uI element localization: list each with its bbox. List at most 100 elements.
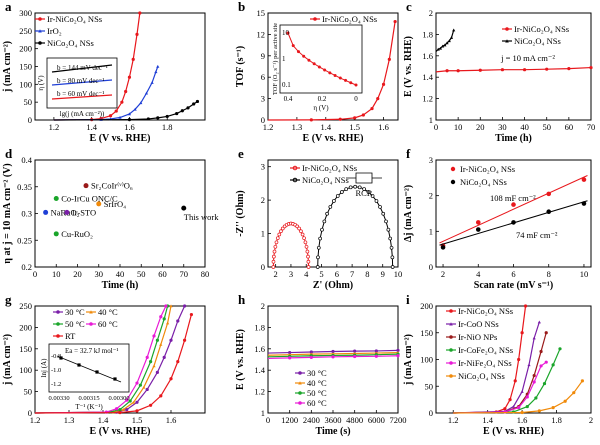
- x-tick-label: 50: [137, 269, 146, 279]
- x-tick-label: 1.5: [349, 122, 360, 132]
- legend-label: Ir-CoFe₂O₄ NSs: [458, 345, 513, 355]
- y-axis-label: -Z'' (Ohm): [235, 190, 246, 236]
- data-point: [511, 220, 516, 225]
- y-axis-label: j (mA cm⁻²): [2, 41, 13, 93]
- data-point: [441, 44, 445, 48]
- data-point: [156, 116, 160, 120]
- data-point: [396, 354, 400, 358]
- data-point: [475, 227, 481, 232]
- data-point: [508, 398, 512, 402]
- y-tick-label: 150: [19, 344, 32, 354]
- legend-label: 50 °C: [307, 388, 327, 398]
- x-tick-label: 1.2: [263, 122, 274, 132]
- legend-label: Ir-NiO NPs: [458, 332, 497, 342]
- data-point: [517, 357, 521, 362]
- data-point: [53, 196, 59, 202]
- legend-marker: [292, 165, 298, 171]
- x-tick-label: 3600: [325, 415, 342, 425]
- y-tick-label: 0: [429, 408, 433, 418]
- y-tick-label: 1: [429, 115, 433, 125]
- y-axis-label: j (mA cm⁻²): [2, 334, 13, 386]
- data-point: [149, 360, 153, 364]
- panel-letter: f: [406, 146, 411, 161]
- inset-x-tick: 0.00300: [108, 395, 129, 402]
- legend-marker: [505, 27, 509, 31]
- data-point: [135, 400, 139, 404]
- x-tick-label: 8: [365, 269, 369, 279]
- inset-x-tick: 0.2: [318, 95, 327, 103]
- y-tick-label: 1.8: [422, 29, 433, 39]
- tafel-line: [51, 79, 113, 86]
- data-point: [133, 107, 137, 111]
- data-point: [149, 403, 153, 407]
- x-tick-label: 1.8: [551, 415, 562, 425]
- data-point: [309, 118, 313, 122]
- series-line: [34, 305, 186, 414]
- data-point: [353, 116, 357, 120]
- data-point: [96, 201, 102, 207]
- x-tick-label: 30: [95, 269, 104, 279]
- data-point: [328, 205, 333, 209]
- data-point: [83, 183, 89, 189]
- data-point: [164, 304, 168, 308]
- data-point: [349, 81, 353, 85]
- legend-label: Ir-NiCo₂O₄ NSs: [322, 14, 377, 24]
- legend-marker: [298, 371, 302, 375]
- data-point: [142, 385, 146, 389]
- data-point: [300, 232, 305, 237]
- y-tick-label: 1.2: [254, 387, 265, 397]
- panel-g: g 1.2 1.3 1.4 1.5 1.6 0 50 100 150 200 250 E (V vs. …: [2, 292, 206, 437]
- x-tick-label: 1.2: [30, 415, 41, 425]
- y-tick-label: 300: [19, 8, 32, 18]
- series-line: [53, 100, 198, 121]
- series-line: [435, 29, 455, 52]
- data-point: [162, 355, 166, 359]
- data-point: [135, 381, 139, 385]
- x-tick-label: 0: [266, 415, 270, 425]
- inset-y-tick: 10: [282, 29, 290, 37]
- x-tick-label: 1.8: [162, 122, 173, 132]
- data-point: [272, 249, 277, 254]
- y-tick-label: 150: [420, 328, 433, 338]
- data-point: [271, 265, 276, 269]
- x-tick-label: 60: [565, 122, 574, 132]
- inset-y-tick: -1.0: [51, 367, 61, 374]
- data-point: [525, 404, 529, 409]
- x-axis-label: Scan rate (mV s⁻¹): [474, 280, 553, 291]
- panel-letter: h: [238, 292, 246, 307]
- data-point: [183, 338, 187, 342]
- data-point: [520, 410, 524, 415]
- y-tick-label: 1.4: [254, 365, 265, 375]
- data-point: [452, 28, 456, 32]
- data-point: [386, 227, 391, 232]
- data-point: [532, 380, 536, 384]
- data-point: [127, 112, 132, 116]
- y-tick-label: 1.6: [254, 344, 265, 354]
- data-point: [370, 106, 374, 111]
- x-tick-label: 1.2: [49, 122, 60, 132]
- data-point: [59, 356, 63, 360]
- data-point: [333, 73, 337, 77]
- data-point: [558, 347, 562, 351]
- data-point: [438, 46, 443, 50]
- data-point: [396, 348, 400, 353]
- legend-label: NiCo₂O₄ NSs: [458, 371, 505, 381]
- data-point: [532, 373, 536, 378]
- x-tick-label: 2: [441, 269, 445, 279]
- legend-label: NiCo₂O₄ NSs: [514, 36, 561, 46]
- data-point: [192, 102, 196, 106]
- y-tick-label: 1: [261, 229, 265, 239]
- x-tick-label: 60: [158, 269, 167, 279]
- x-axis-label: E (V vs. RHE): [303, 133, 364, 144]
- data-point: [154, 70, 158, 74]
- x-tick-label: 5: [319, 269, 323, 279]
- y-tick-label: 15: [257, 8, 266, 18]
- legend-label: Ir-NiCo₂O₄ NSs: [302, 163, 357, 173]
- data-point: [118, 407, 122, 412]
- data-point: [152, 334, 156, 338]
- panel-letter: b: [238, 0, 245, 14]
- nyquist-arc: [317, 186, 394, 268]
- y-tick-label: 12: [257, 29, 266, 39]
- y-tick-label: 100: [19, 79, 32, 89]
- data-point: [344, 187, 349, 191]
